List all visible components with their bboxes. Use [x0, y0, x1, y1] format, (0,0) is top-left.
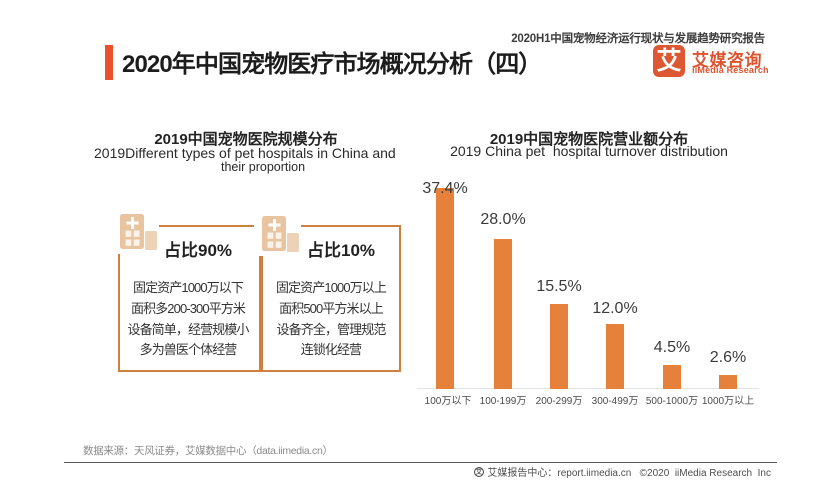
svg-text:艾: 艾 [476, 468, 483, 476]
